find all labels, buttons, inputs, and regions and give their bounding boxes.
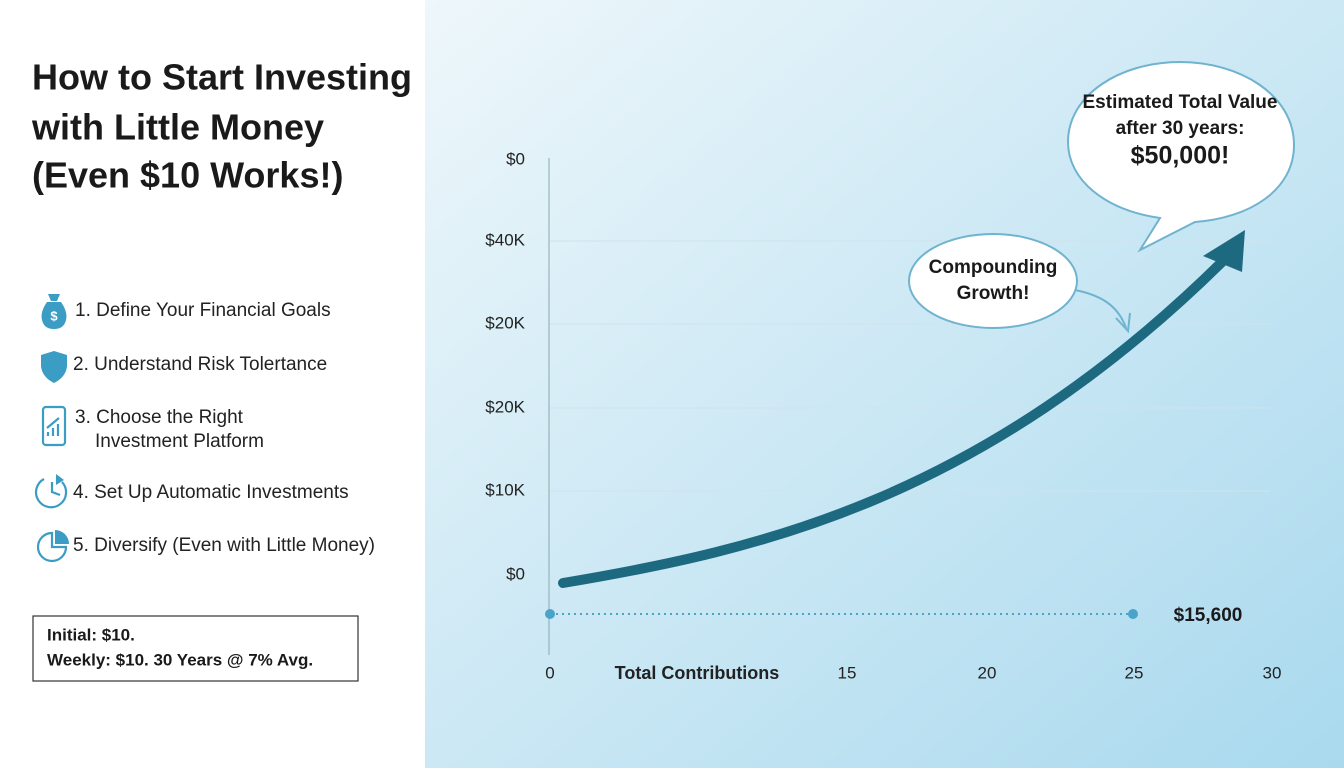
title-line: with Little Money (31, 107, 324, 148)
step: 5. Diversify (Even with Little Money) (73, 535, 375, 556)
curve-arrowhead (1203, 230, 1245, 272)
title-line: (Even $10 Works!) (32, 155, 343, 196)
x-tick-label: Total Contributions (615, 663, 780, 683)
growth-label: Compounding (929, 257, 1058, 278)
step: Investment Platform (95, 431, 264, 452)
x-tick-label: 30 (1263, 663, 1282, 682)
y-tick-label: $0 (506, 564, 525, 583)
note-line: Initial: $10. (47, 625, 135, 644)
icon (34, 474, 68, 509)
callout-line: Estimated Total Value (1083, 92, 1278, 113)
callout-line: after 30 years: (1116, 118, 1245, 139)
x-tick-label: 25 (1125, 663, 1144, 682)
step: 2. Understand Risk Tolertance (73, 354, 327, 375)
x-tick-label: 20 (978, 663, 997, 682)
step: 4. Set Up Automatic Investments (73, 482, 349, 503)
icon: $ (41, 294, 67, 329)
y-tick-label: $40K (485, 230, 525, 249)
y-tick-label: $20K (485, 397, 525, 416)
icon (36, 530, 69, 563)
y-tick-label: $10K (485, 480, 525, 499)
icon (41, 405, 67, 447)
title-line: How to Start Investing (32, 57, 412, 98)
dot (1128, 609, 1138, 619)
note-box (32, 615, 359, 682)
growth-label: Growth! (957, 283, 1030, 304)
step: 3. Choose the Right (75, 407, 244, 428)
growth-pointer (1074, 289, 1127, 329)
callout-line: $50,000! (1131, 142, 1230, 170)
callout-bubble (1066, 60, 1296, 253)
note-line: Weekly: $10. 30 Years @ 7% Avg. (47, 650, 313, 669)
contributions-label: $15,600 (1174, 605, 1243, 626)
y-tick-label: $0 (506, 149, 525, 168)
growth-pointer-head (1115, 312, 1131, 334)
step: 1. Define Your Financial Goals (75, 300, 331, 321)
y-tick-label: $20K (485, 313, 525, 332)
growth-bubble (908, 233, 1078, 329)
dot (545, 609, 555, 619)
icon (41, 351, 67, 383)
x-tick-label: 15 (838, 663, 857, 682)
x-tick-label: 0 (545, 663, 554, 682)
growth-curve (558, 257, 1227, 588)
svg-text:$: $ (50, 308, 58, 323)
